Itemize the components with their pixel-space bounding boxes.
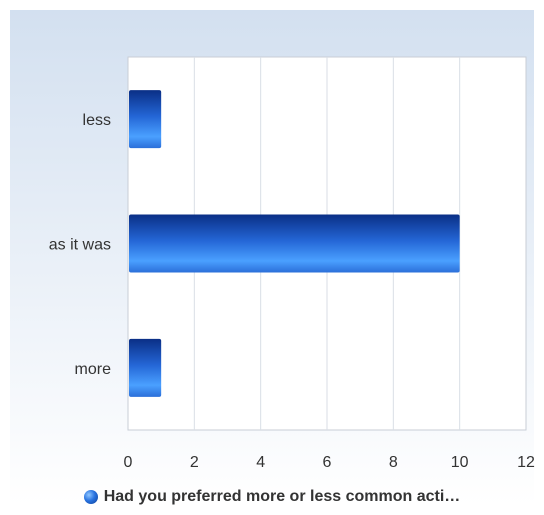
bars (129, 90, 460, 397)
x-tick-label: 12 (517, 454, 535, 471)
x-tick-label: 4 (256, 454, 265, 471)
legend-label: Had you preferred more or less common ac… (103, 488, 461, 505)
category-label: more (75, 361, 112, 378)
legend-marker-icon (83, 490, 98, 504)
x-tick-label: 0 (124, 454, 133, 471)
bar-as-it-was[interactable] (129, 214, 460, 273)
x-tick-label: 10 (451, 454, 469, 471)
bar-more[interactable] (129, 338, 162, 397)
legend: Had you preferred more or less common ac… (0, 488, 544, 506)
bar-less[interactable] (129, 90, 162, 149)
x-tick-label: 2 (190, 454, 199, 471)
category-label: less (83, 112, 111, 129)
category-label: as it was (49, 237, 111, 254)
x-tick-label: 6 (323, 454, 332, 471)
category-labels: less as it was more (49, 112, 111, 378)
x-tick-label: 8 (389, 454, 398, 471)
x-tick-labels: 0 2 4 6 8 10 12 (124, 454, 535, 471)
